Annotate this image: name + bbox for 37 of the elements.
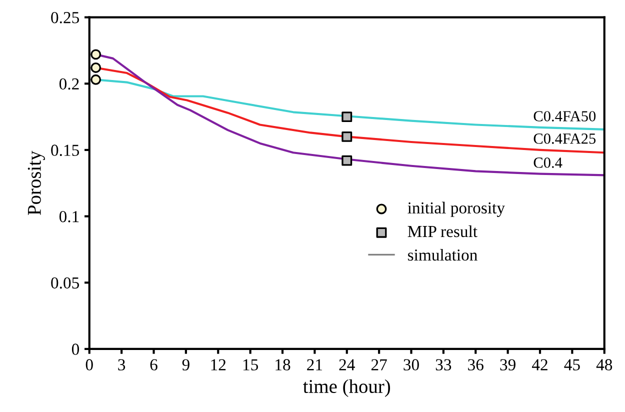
x-tick-label: 27 [371,359,387,370]
x-tick-label: 9 [182,359,190,370]
x-tick-label: 30 [404,359,419,370]
y-tick-label: 0.25 [51,12,79,24]
legend-label: MIP result [408,225,478,238]
x-axis-title: time (hour) [303,379,390,397]
point [90,62,102,73]
series-label: C0.4 [534,158,562,168]
annotation: simulation [408,248,478,261]
x-tick-label: 0 [86,359,93,370]
x-tick-label: 42 [532,359,548,370]
x-tick-label: 45 [564,359,580,370]
x-tick-label: 39 [500,359,516,370]
point [342,155,352,166]
x-tick-label: 3 [118,359,126,370]
series-label: C0.4FA50 [534,111,596,122]
series-label: C0.4FA25 [534,133,596,144]
point [342,131,352,142]
y-axis-title: Porosity [28,150,45,215]
x-tick-label: 48 [596,359,612,370]
y-tick-label: 0.05 [51,277,79,289]
point [90,74,102,85]
x-tick-label: 18 [276,359,290,370]
x-tick-label: 33 [436,359,452,370]
x-tick-label: 12 [211,359,226,370]
legend-label: initial porosity [408,202,505,217]
x-tick-label: 15 [243,359,258,370]
x-tick-label: 21 [307,359,322,370]
y-tick-label: 0.1 [59,211,79,222]
y-tick-label: 0.15 [51,144,79,156]
x-tick-label: 36 [468,359,484,370]
x-tick-label: 24 [339,359,355,370]
y-tick-label: 0.2 [59,78,79,90]
y-tick-label: 0 [72,344,80,355]
point [342,112,352,122]
x-tick-label: 6 [150,359,158,370]
point [90,49,102,60]
